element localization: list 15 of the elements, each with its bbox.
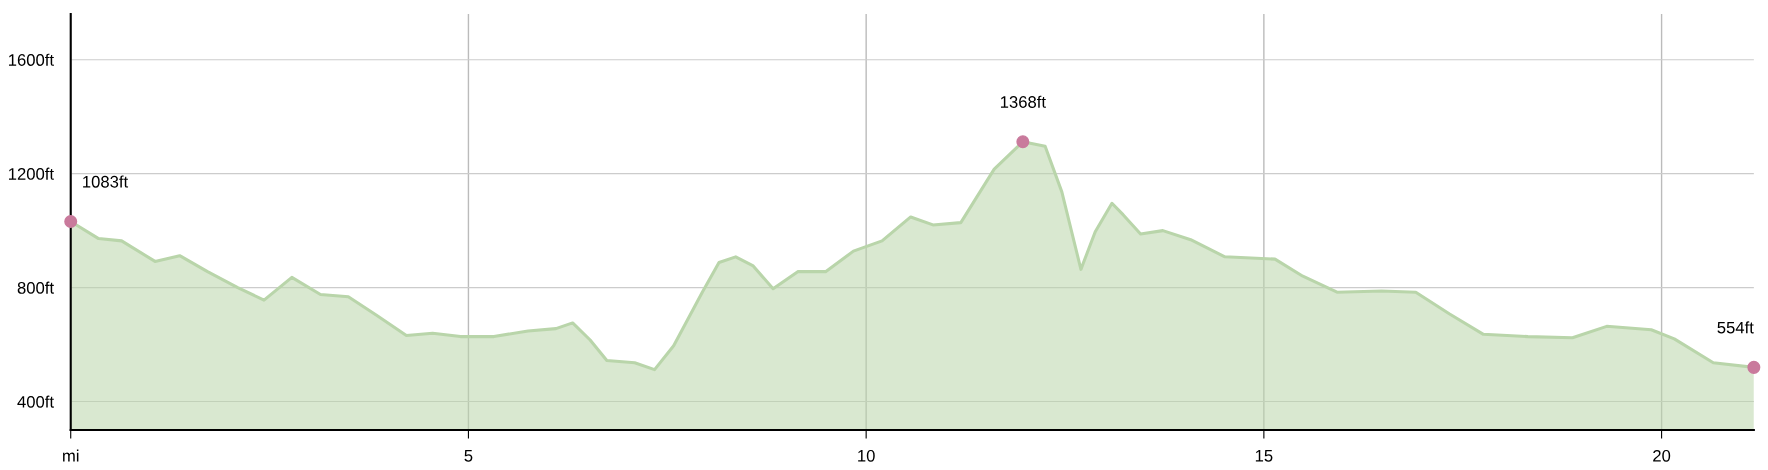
annotation: 1368ft (1000, 95, 1046, 108)
point (1016, 135, 1030, 149)
y-tick-label: 1600ft (8, 53, 54, 66)
annotation: 1083ft (83, 175, 129, 188)
point (1747, 360, 1761, 374)
y-tick-label: 1200ft (8, 167, 54, 180)
x-tick-label: 15 (1255, 450, 1273, 462)
annotation: 554ft (1717, 321, 1754, 334)
x-tick-label: mi (63, 449, 79, 462)
y-tick-label: 800ft (17, 281, 54, 294)
x-tick-label: 5 (464, 450, 473, 462)
y-tick-label: 400ft (17, 395, 54, 408)
point (64, 215, 78, 229)
x-tick-label: 10 (858, 449, 875, 462)
x-tick-label: 20 (1653, 449, 1671, 462)
